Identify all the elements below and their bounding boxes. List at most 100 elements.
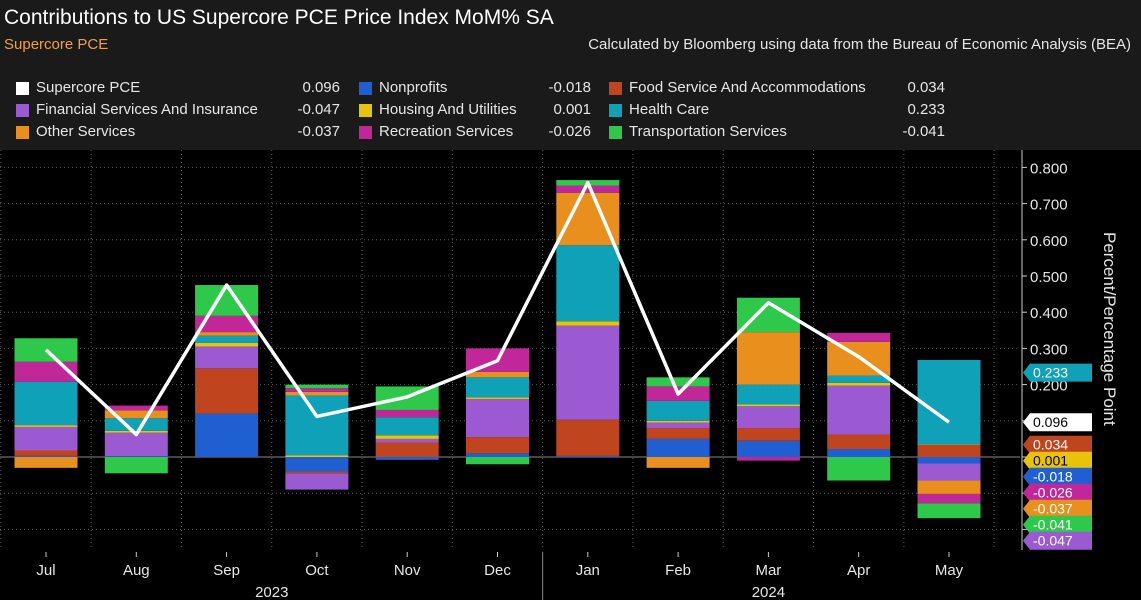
x-year-label: 2023 xyxy=(255,584,288,600)
x-year-label: 2024 xyxy=(752,584,785,600)
x-tick-label: Oct xyxy=(305,562,329,579)
bar-segment xyxy=(646,420,710,423)
last-value-tag: 0.034 xyxy=(1023,435,1092,454)
legend-swatch xyxy=(609,82,622,95)
bar-segment xyxy=(466,399,529,438)
bar-segment xyxy=(736,384,800,405)
legend-value: -0.018 xyxy=(548,79,591,96)
legend-swatch xyxy=(16,82,29,95)
bar-segment xyxy=(736,332,800,385)
bar-segment xyxy=(104,418,168,431)
bar-segment xyxy=(195,285,259,316)
bar-segment xyxy=(917,463,981,481)
bar-segment xyxy=(375,435,439,439)
y-axis-label: Percent/Percentage Point xyxy=(1100,232,1119,426)
bar-segment xyxy=(375,438,439,443)
last-value-tag-label: 0.001 xyxy=(1033,453,1068,469)
last-value-tag-bg xyxy=(1023,531,1092,550)
legend-item-transportation: Transportation Services -0.041 xyxy=(609,123,949,143)
bar-segment xyxy=(827,449,891,457)
bar-segment xyxy=(195,368,259,414)
x-tick-label: Nov xyxy=(394,562,421,579)
bar-segment xyxy=(917,493,981,504)
legend-item-housing-utilities: Housing And Utilities 0.001 xyxy=(359,101,595,121)
supercore-line-path xyxy=(44,180,951,437)
supercore-line xyxy=(44,180,951,437)
legend-value: -0.026 xyxy=(548,123,591,140)
legend-value: -0.041 xyxy=(902,123,945,140)
last-value-tag: -0.018 xyxy=(1023,467,1092,486)
y-tick-label: 0.200 xyxy=(1030,378,1068,395)
bar-segment xyxy=(375,417,439,436)
last-value-tag-bg xyxy=(1023,363,1092,382)
bar-segment xyxy=(104,456,168,457)
x-tick-label: Jan xyxy=(576,562,600,579)
bar-segment xyxy=(827,457,891,481)
last-value-tag-label: 0.233 xyxy=(1033,365,1068,381)
last-value-tag: -0.026 xyxy=(1023,483,1092,502)
last-value-tag: -0.047 xyxy=(1023,531,1092,550)
bar-segment xyxy=(556,245,620,322)
bar-segment xyxy=(104,457,168,474)
last-value-tag-label: -0.037 xyxy=(1033,501,1073,517)
bar-segment xyxy=(285,455,349,457)
bar-segment xyxy=(827,385,891,435)
bar-segment xyxy=(466,377,529,398)
bar-segment xyxy=(917,480,981,494)
last-value-tag: -0.041 xyxy=(1023,515,1092,534)
bar-segment xyxy=(14,450,78,456)
bar-segment xyxy=(14,426,78,451)
bar-segment xyxy=(736,428,800,441)
last-value-tag-label: 0.096 xyxy=(1033,414,1068,430)
legend-swatch xyxy=(609,104,622,117)
bar-segment xyxy=(827,434,891,450)
chart-header: Contributions to US Supercore PCE Price … xyxy=(0,0,1141,150)
bar-segment xyxy=(646,457,710,468)
bar-segment xyxy=(285,471,349,474)
last-value-tag-bg xyxy=(1023,515,1092,534)
y-tick-label: 0.600 xyxy=(1030,233,1068,250)
bar-segment xyxy=(195,315,259,333)
legend-label: Health Care xyxy=(629,101,710,118)
legend-swatch xyxy=(359,82,372,95)
source-note: Calculated by Bloomberg using data from … xyxy=(588,36,1131,53)
bar-segment xyxy=(195,346,259,369)
legend-value: 0.233 xyxy=(907,101,945,118)
last-value-tag-bg xyxy=(1023,413,1092,432)
bar-segment xyxy=(466,437,529,454)
bar-segment xyxy=(375,457,439,460)
bar-segment xyxy=(646,400,710,421)
legend-item-other-services: Other Services -0.037 xyxy=(16,123,344,143)
bar-segment xyxy=(14,455,78,457)
chart-subtitle: Supercore PCE xyxy=(4,36,109,53)
bar-segment xyxy=(466,453,529,457)
legend-label: Financial Services And Insurance xyxy=(36,101,258,118)
bar-segment xyxy=(827,375,891,383)
last-value-tag: -0.037 xyxy=(1023,499,1092,518)
bar-segment xyxy=(736,406,800,429)
last-value-tag: 0.233 xyxy=(1023,363,1092,382)
last-value-tag-bg xyxy=(1023,499,1092,518)
y-tick-label: 0.500 xyxy=(1030,269,1068,286)
last-value-tag-bg xyxy=(1023,467,1092,486)
legend-item-food-service: Food Service And Accommodations 0.034 xyxy=(609,79,949,99)
bar-segment xyxy=(646,422,710,429)
x-tick-label: Dec xyxy=(484,562,511,579)
bar-segment xyxy=(556,192,620,246)
y-tick-label: 0.700 xyxy=(1030,197,1068,214)
legend-swatch xyxy=(609,126,622,139)
bar-segment xyxy=(104,405,168,411)
x-tick-label: Feb xyxy=(665,562,691,579)
legend-item-recreation-services: Recreation Services -0.026 xyxy=(359,123,595,143)
bar-segment xyxy=(917,444,981,457)
bar-segment xyxy=(917,359,981,445)
last-value-tags: 0.2330.0960.0340.001-0.018-0.026-0.037-0… xyxy=(1023,363,1092,550)
last-value-tag-label: -0.047 xyxy=(1033,533,1073,549)
bar-segment xyxy=(556,419,620,456)
legend-item-health-care: Health Care 0.233 xyxy=(609,101,949,121)
bar-segment xyxy=(556,325,620,420)
bar-segment xyxy=(917,444,981,445)
y-tick-label: 0.800 xyxy=(1030,160,1068,177)
last-value-tag: 0.001 xyxy=(1023,451,1092,470)
bar-segment xyxy=(375,409,439,418)
